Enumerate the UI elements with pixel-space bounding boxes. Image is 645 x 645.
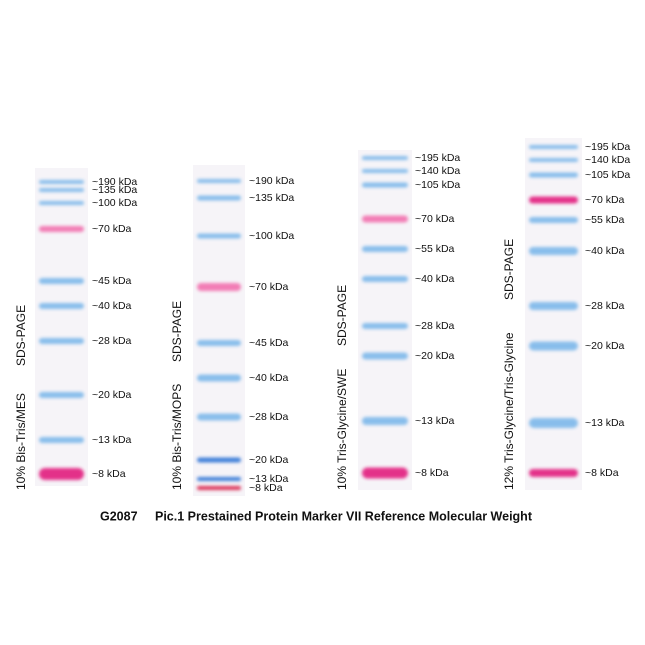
band (39, 303, 84, 309)
band (362, 352, 408, 360)
method-label: SDS-PAGE (335, 285, 349, 346)
band (197, 283, 241, 291)
gel (525, 138, 582, 490)
band (529, 247, 578, 255)
band-label: ~55 kDa (585, 214, 625, 226)
band-label: ~8 kDa (415, 467, 449, 479)
band (362, 156, 408, 160)
band (529, 469, 578, 477)
band-label: ~13 kDa (92, 434, 132, 446)
band-label: ~20 kDa (585, 340, 625, 352)
band-label: ~40 kDa (92, 300, 132, 312)
method-label: SDS-PAGE (170, 301, 184, 362)
band (529, 145, 578, 149)
band (197, 233, 241, 239)
band-label: ~8 kDa (585, 467, 619, 479)
band-label: ~8 kDa (92, 468, 126, 480)
band (39, 338, 84, 344)
band-label: ~105 kDa (585, 169, 630, 181)
band-label: ~8 kDa (249, 482, 283, 494)
band (39, 392, 84, 398)
band-label: ~70 kDa (415, 213, 455, 225)
band (39, 180, 84, 184)
band (39, 468, 84, 480)
band (39, 226, 84, 232)
band-label: ~135 kDa (249, 192, 294, 204)
band (39, 437, 84, 443)
band-label: ~195 kDa (585, 141, 630, 153)
band (529, 217, 578, 223)
band (362, 276, 408, 282)
band-label: ~20 kDa (415, 350, 455, 362)
band-label: ~40 kDa (585, 245, 625, 257)
band-label: ~13 kDa (249, 473, 289, 485)
band (529, 302, 578, 310)
band-label: ~20 kDa (249, 454, 289, 466)
band-label: ~28 kDa (415, 320, 455, 332)
band-label: ~100 kDa (249, 230, 294, 242)
gel (358, 150, 412, 490)
band (362, 215, 408, 223)
band (39, 201, 84, 205)
band (197, 340, 241, 346)
band-label: ~100 kDa (92, 197, 137, 209)
band-label: ~28 kDa (92, 335, 132, 347)
band-label: ~13 kDa (585, 417, 625, 429)
band (362, 246, 408, 252)
band-label: ~45 kDa (92, 275, 132, 287)
band (362, 323, 408, 329)
band (529, 196, 578, 204)
band (362, 467, 408, 479)
band-label: ~28 kDa (585, 300, 625, 312)
band (39, 188, 84, 192)
band-label: ~45 kDa (249, 337, 289, 349)
band-label: ~55 kDa (415, 243, 455, 255)
band-label: ~105 kDa (415, 179, 460, 191)
band (197, 477, 241, 481)
band-label: ~20 kDa (92, 389, 132, 401)
band-label: ~190 kDa (249, 175, 294, 187)
band-label: ~13 kDa (415, 415, 455, 427)
band-label: ~40 kDa (415, 273, 455, 285)
gel-label: 10% Tris-Glycine/SWE (335, 369, 349, 490)
method-label: SDS-PAGE (14, 305, 28, 366)
band (529, 341, 578, 351)
gel-label: 12% Tris-Glycine/Tris-Glycine (502, 332, 516, 490)
band (529, 158, 578, 162)
band-label: ~70 kDa (249, 281, 289, 293)
caption-text: Pic.1 Prestained Protein Marker VII Refe… (155, 509, 533, 523)
band (529, 418, 578, 428)
band (197, 195, 241, 201)
band-label: ~70 kDa (92, 223, 132, 235)
gel-label: 10% Bis-Tris/MOPS (170, 384, 184, 490)
gel (35, 168, 88, 486)
band (362, 417, 408, 425)
band-label: ~70 kDa (585, 194, 625, 206)
band-label: ~28 kDa (249, 411, 289, 423)
band-label: ~40 kDa (249, 372, 289, 384)
band (197, 179, 241, 183)
band (529, 172, 578, 178)
band (197, 374, 241, 382)
caption-code: G2087 (100, 509, 138, 523)
band-label: ~140 kDa (585, 154, 630, 166)
band (39, 278, 84, 284)
band (197, 457, 241, 463)
band-label: ~140 kDa (415, 165, 460, 177)
band-label: ~190 kDa (92, 176, 137, 188)
band (197, 413, 241, 421)
band-label: ~135 kDa (92, 184, 137, 196)
band (362, 182, 408, 188)
gel (193, 165, 245, 496)
method-label: SDS-PAGE (502, 239, 516, 300)
gel-label: 10% Bis-Tris/MES (14, 393, 28, 490)
band (362, 169, 408, 173)
band-label: ~195 kDa (415, 152, 460, 164)
band (197, 486, 241, 490)
